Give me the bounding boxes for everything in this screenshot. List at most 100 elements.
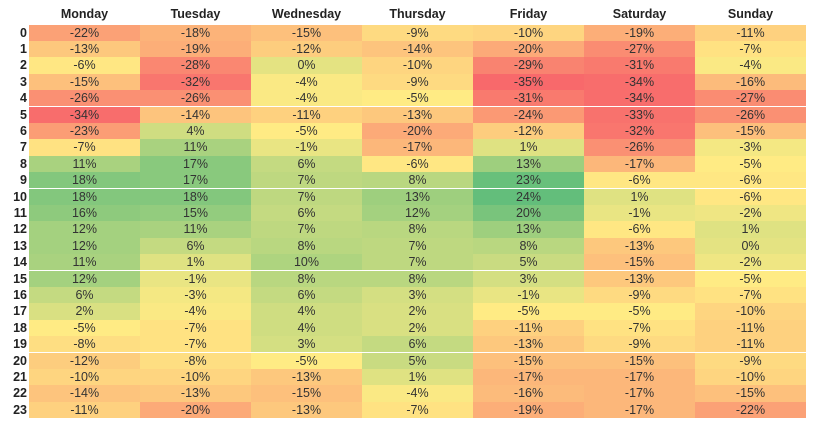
heatmap-cell: -27% xyxy=(584,40,695,58)
heatmap-cell: 2% xyxy=(362,303,473,320)
heatmap-cell: 1% xyxy=(473,139,584,156)
row-label: 3 xyxy=(20,74,27,89)
heatmap-cell: -15% xyxy=(29,73,140,91)
row-label: 1 xyxy=(20,41,27,56)
heatmap-cell: 3% xyxy=(473,270,584,287)
heatmap-cell: 12% xyxy=(362,204,473,222)
column-header-monday: Monday xyxy=(60,7,109,21)
heatmap-cell: -5% xyxy=(473,303,584,320)
heatmap-cell: 7% xyxy=(362,237,473,255)
heatmap-cell: 13% xyxy=(473,221,584,238)
heatmap-cell: 7% xyxy=(251,188,362,205)
heatmap-cell: -16% xyxy=(695,73,806,91)
heatmap-cell: -8% xyxy=(140,352,251,369)
row-label: 20 xyxy=(13,353,27,368)
heatmap-cell: -12% xyxy=(473,122,584,140)
row-label: 21 xyxy=(13,369,27,384)
row-label: 11 xyxy=(13,205,27,220)
heatmap-cell: 11% xyxy=(29,254,140,271)
heatmap-cell: -19% xyxy=(473,401,584,419)
heatmap-cell: -34% xyxy=(29,106,140,123)
heatmap-cell: -7% xyxy=(140,336,251,353)
heatmap-cell: -13% xyxy=(584,270,695,287)
heatmap-cell: -1% xyxy=(473,286,584,304)
heatmap-cell: -24% xyxy=(473,106,584,123)
heatmap-cell: -2% xyxy=(695,204,806,222)
heatmap-cell: -10% xyxy=(362,57,473,74)
heatmap-cell: -33% xyxy=(584,106,695,123)
column-header-saturday: Saturday xyxy=(612,7,667,21)
heatmap-cell: 18% xyxy=(29,172,140,189)
heatmap-cell: -9% xyxy=(695,352,806,369)
heatmap-cell: -14% xyxy=(29,385,140,402)
heatmap-cell: 7% xyxy=(251,221,362,238)
heatmap-cell: 11% xyxy=(29,155,140,173)
heatmap-cell: -2% xyxy=(695,254,806,271)
heatmap-cell: -13% xyxy=(251,401,362,419)
row-label: 6 xyxy=(20,123,27,138)
heatmap-cell: 1% xyxy=(584,188,695,205)
heatmap-cell: -6% xyxy=(584,221,695,238)
heatmap-cell: -5% xyxy=(695,155,806,173)
row-label: 13 xyxy=(13,238,27,253)
heatmap-cell: 11% xyxy=(140,139,251,156)
row-label: 14 xyxy=(13,255,27,270)
heatmap-cell: -11% xyxy=(29,401,140,419)
heatmap-cell: -15% xyxy=(251,24,362,41)
column-header-sunday: Sunday xyxy=(727,7,774,21)
heatmap-cell: 8% xyxy=(362,172,473,189)
heatmap-cell: -1% xyxy=(584,204,695,222)
heatmap-cell: -32% xyxy=(140,73,251,91)
heatmap-cell: 18% xyxy=(140,188,251,205)
heatmap-cell: 17% xyxy=(140,172,251,189)
heatmap-cell: 24% xyxy=(473,188,584,205)
heatmap-cell: -4% xyxy=(251,90,362,107)
heatmap-cell: -26% xyxy=(140,90,251,107)
row-label: 0 xyxy=(20,25,27,40)
heatmap-cell: -7% xyxy=(29,139,140,156)
heatmap-cell: -1% xyxy=(140,270,251,287)
heatmap-cell: 0% xyxy=(695,237,806,255)
heatmap-cell: -6% xyxy=(29,57,140,74)
heatmap-cell: -28% xyxy=(140,57,251,74)
row-label: 4 xyxy=(20,91,27,106)
heatmap-cell: -26% xyxy=(584,139,695,156)
heatmap-cell: 4% xyxy=(140,122,251,140)
heatmap-cell: -17% xyxy=(584,368,695,386)
heatmap-cell: -19% xyxy=(584,24,695,41)
heatmap-cell: -27% xyxy=(695,90,806,107)
heatmap-cell: -22% xyxy=(29,24,140,41)
heatmap-cell: -3% xyxy=(140,286,251,304)
row-label: 19 xyxy=(13,337,27,352)
heatmap-cell: -7% xyxy=(362,401,473,419)
heatmap-cell: -20% xyxy=(362,122,473,140)
heatmap-cell: 5% xyxy=(473,254,584,271)
heatmap-cell: -7% xyxy=(695,40,806,58)
heatmap-cell: -23% xyxy=(29,122,140,140)
heatmap-cell: -17% xyxy=(473,368,584,386)
heatmap-cell: -9% xyxy=(362,24,473,41)
heatmap-cell: -10% xyxy=(695,303,806,320)
heatmap-cell: 18% xyxy=(29,188,140,205)
heatmap-cell: 20% xyxy=(473,204,584,222)
heatmap-cell: -4% xyxy=(695,57,806,74)
heatmap-cell: -29% xyxy=(473,57,584,74)
heatmap-cell: 12% xyxy=(29,221,140,238)
heatmap-cell: 13% xyxy=(362,188,473,205)
heatmap-cell: -18% xyxy=(140,24,251,41)
heatmap-cell: -10% xyxy=(140,368,251,386)
heatmap-cell: -6% xyxy=(695,172,806,189)
heatmap-cell: 4% xyxy=(251,303,362,320)
heatmap-cell: -9% xyxy=(584,286,695,304)
heatmap-cell: -11% xyxy=(251,106,362,123)
heatmap-cell: -5% xyxy=(584,303,695,320)
heatmap-cell: 10% xyxy=(251,254,362,271)
heatmap-cell: 1% xyxy=(695,221,806,238)
heatmap-cell: 3% xyxy=(362,286,473,304)
heatmap-cell: -8% xyxy=(29,336,140,353)
heatmap-cell: -9% xyxy=(584,336,695,353)
column-header-friday: Friday xyxy=(509,7,548,21)
heatmap-cell: 6% xyxy=(140,237,251,255)
heatmap-cell: -32% xyxy=(584,122,695,140)
row-label: 15 xyxy=(13,271,27,286)
